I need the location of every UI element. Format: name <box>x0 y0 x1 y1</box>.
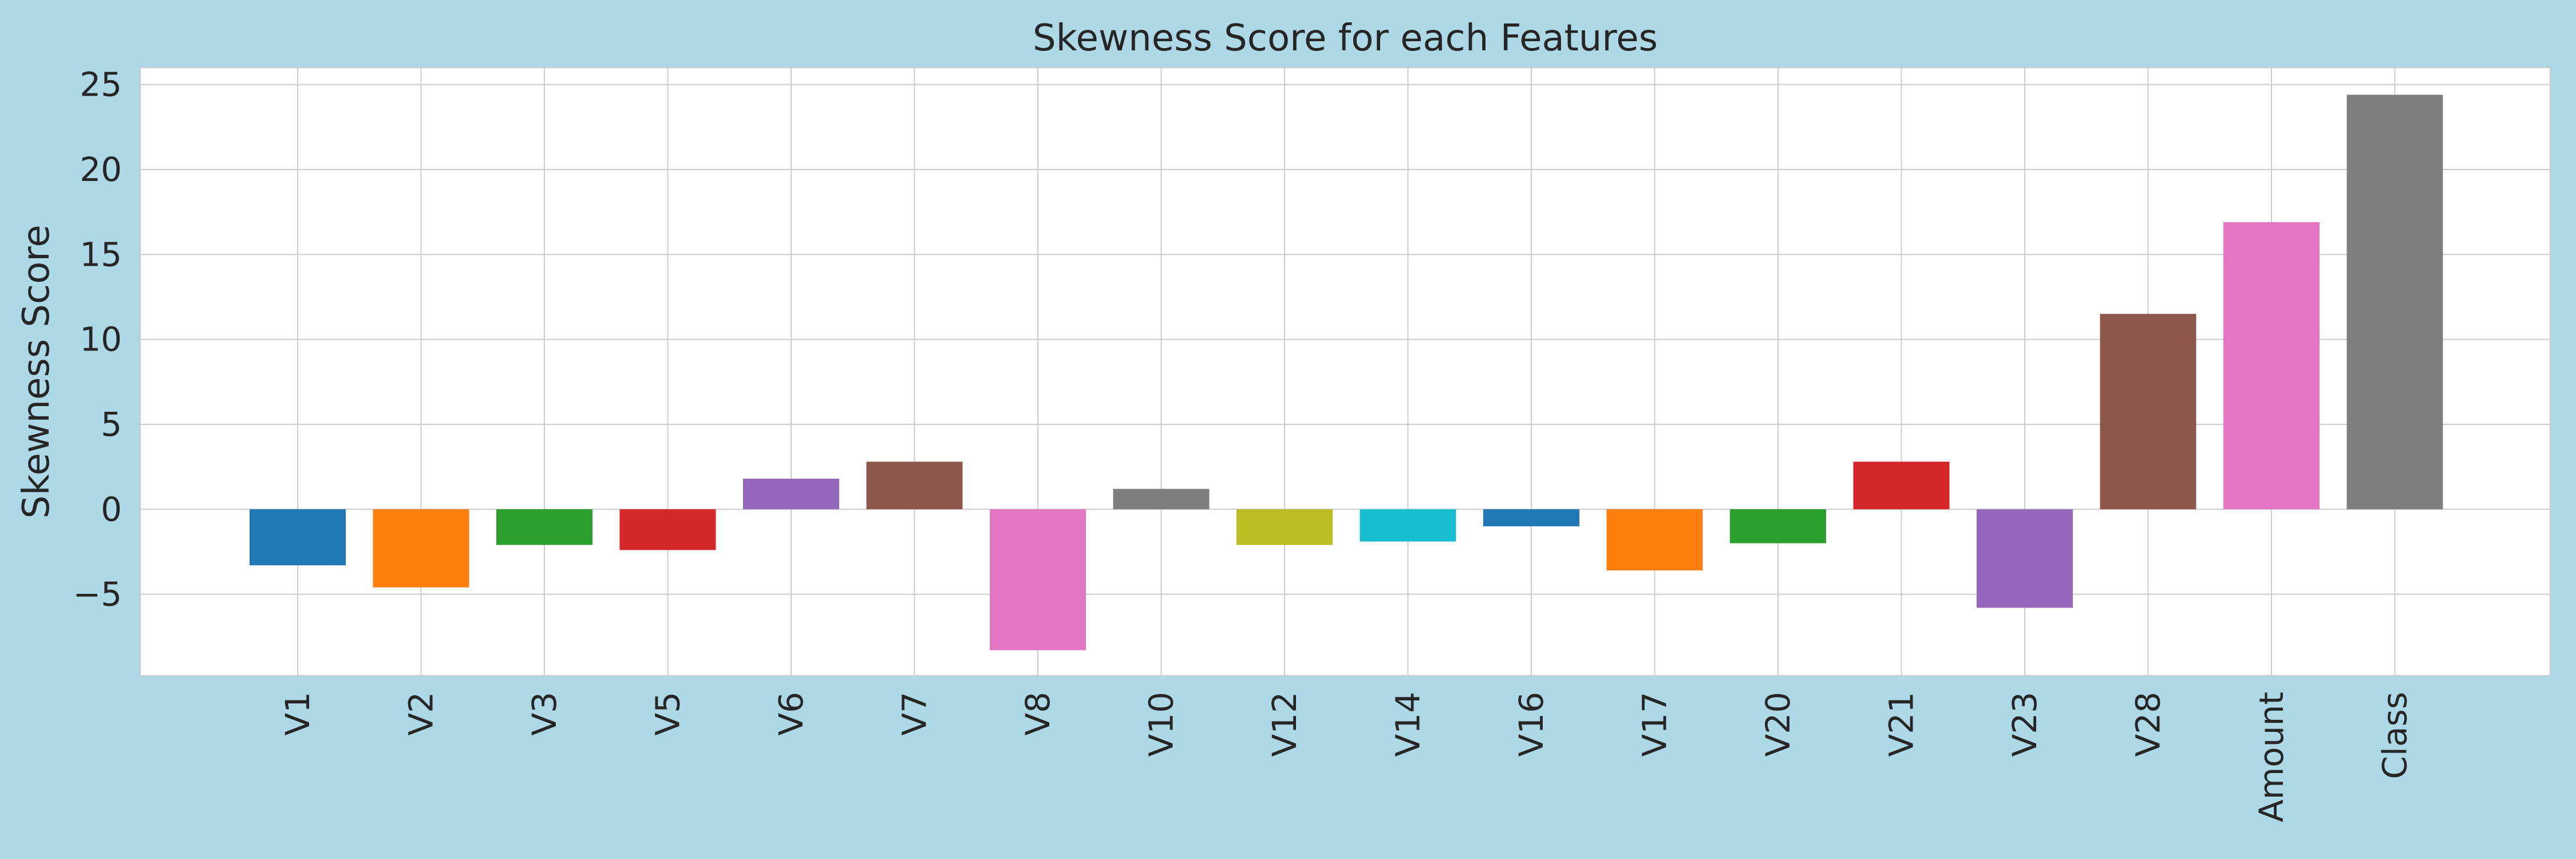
x-tick-label: V23 <box>2005 692 2044 756</box>
bar-v17 <box>1606 509 1703 571</box>
bar-v5 <box>619 509 716 550</box>
bar-v6 <box>743 478 839 510</box>
y-tick-label: 20 <box>80 150 122 189</box>
bar-v7 <box>866 462 963 510</box>
x-tick-label: V7 <box>895 692 934 736</box>
x-tick-label: V17 <box>1635 692 1674 756</box>
bar-amount <box>2223 222 2320 510</box>
bar-v3 <box>496 509 592 545</box>
x-tick-label: Class <box>2376 692 2415 779</box>
x-tick-label: V10 <box>1142 692 1181 756</box>
bar-v28 <box>2100 314 2196 510</box>
bar-v21 <box>1853 462 1950 510</box>
x-tick-label: V28 <box>2129 692 2168 756</box>
x-tick-label: Amount <box>2252 692 2291 822</box>
x-tick-label: V21 <box>1882 692 1921 756</box>
y-tick-label: 25 <box>80 65 122 104</box>
y-tick-labels: −5 0 5 10 15 20 25 <box>73 65 123 614</box>
bar-v8 <box>990 509 1086 651</box>
x-tick-label: V2 <box>402 692 441 736</box>
x-tick-label: V1 <box>278 692 317 736</box>
bar-v2 <box>373 509 469 588</box>
y-tick-label: −5 <box>73 575 123 614</box>
bar-v20 <box>1730 509 1826 543</box>
x-tick-label: V12 <box>1265 692 1304 756</box>
bar-v16 <box>1483 509 1579 526</box>
bar-class <box>2346 94 2443 510</box>
x-tick-label: V6 <box>772 692 811 736</box>
x-tick-label: V20 <box>1759 692 1797 756</box>
x-tick-labels: V1 V2 V3 V5 V6 V7 V8 V10 V12 V14 V16 V17 V20 V21 V23 V2… <box>278 692 2415 822</box>
bar-v1 <box>250 509 346 566</box>
bar-v10 <box>1113 488 1210 510</box>
x-tick-label: V3 <box>525 692 564 736</box>
bar-v23 <box>1977 509 2073 608</box>
bars <box>250 94 2443 651</box>
x-tick-label: V8 <box>1018 692 1057 736</box>
x-tick-label: V16 <box>1512 692 1551 756</box>
y-tick-label: 15 <box>80 235 122 274</box>
y-tick-label: 10 <box>80 320 122 359</box>
x-tick-label: V14 <box>1389 692 1428 756</box>
bar-v14 <box>1360 509 1456 542</box>
y-tick-label: 0 <box>101 490 122 529</box>
x-tick-label: V5 <box>649 692 688 736</box>
y-axis-label: Skewness Score <box>15 224 58 518</box>
y-tick-label: 5 <box>101 405 122 444</box>
bar-v12 <box>1236 509 1333 545</box>
chart-title: Skewness Score for each Features <box>1033 17 1658 60</box>
